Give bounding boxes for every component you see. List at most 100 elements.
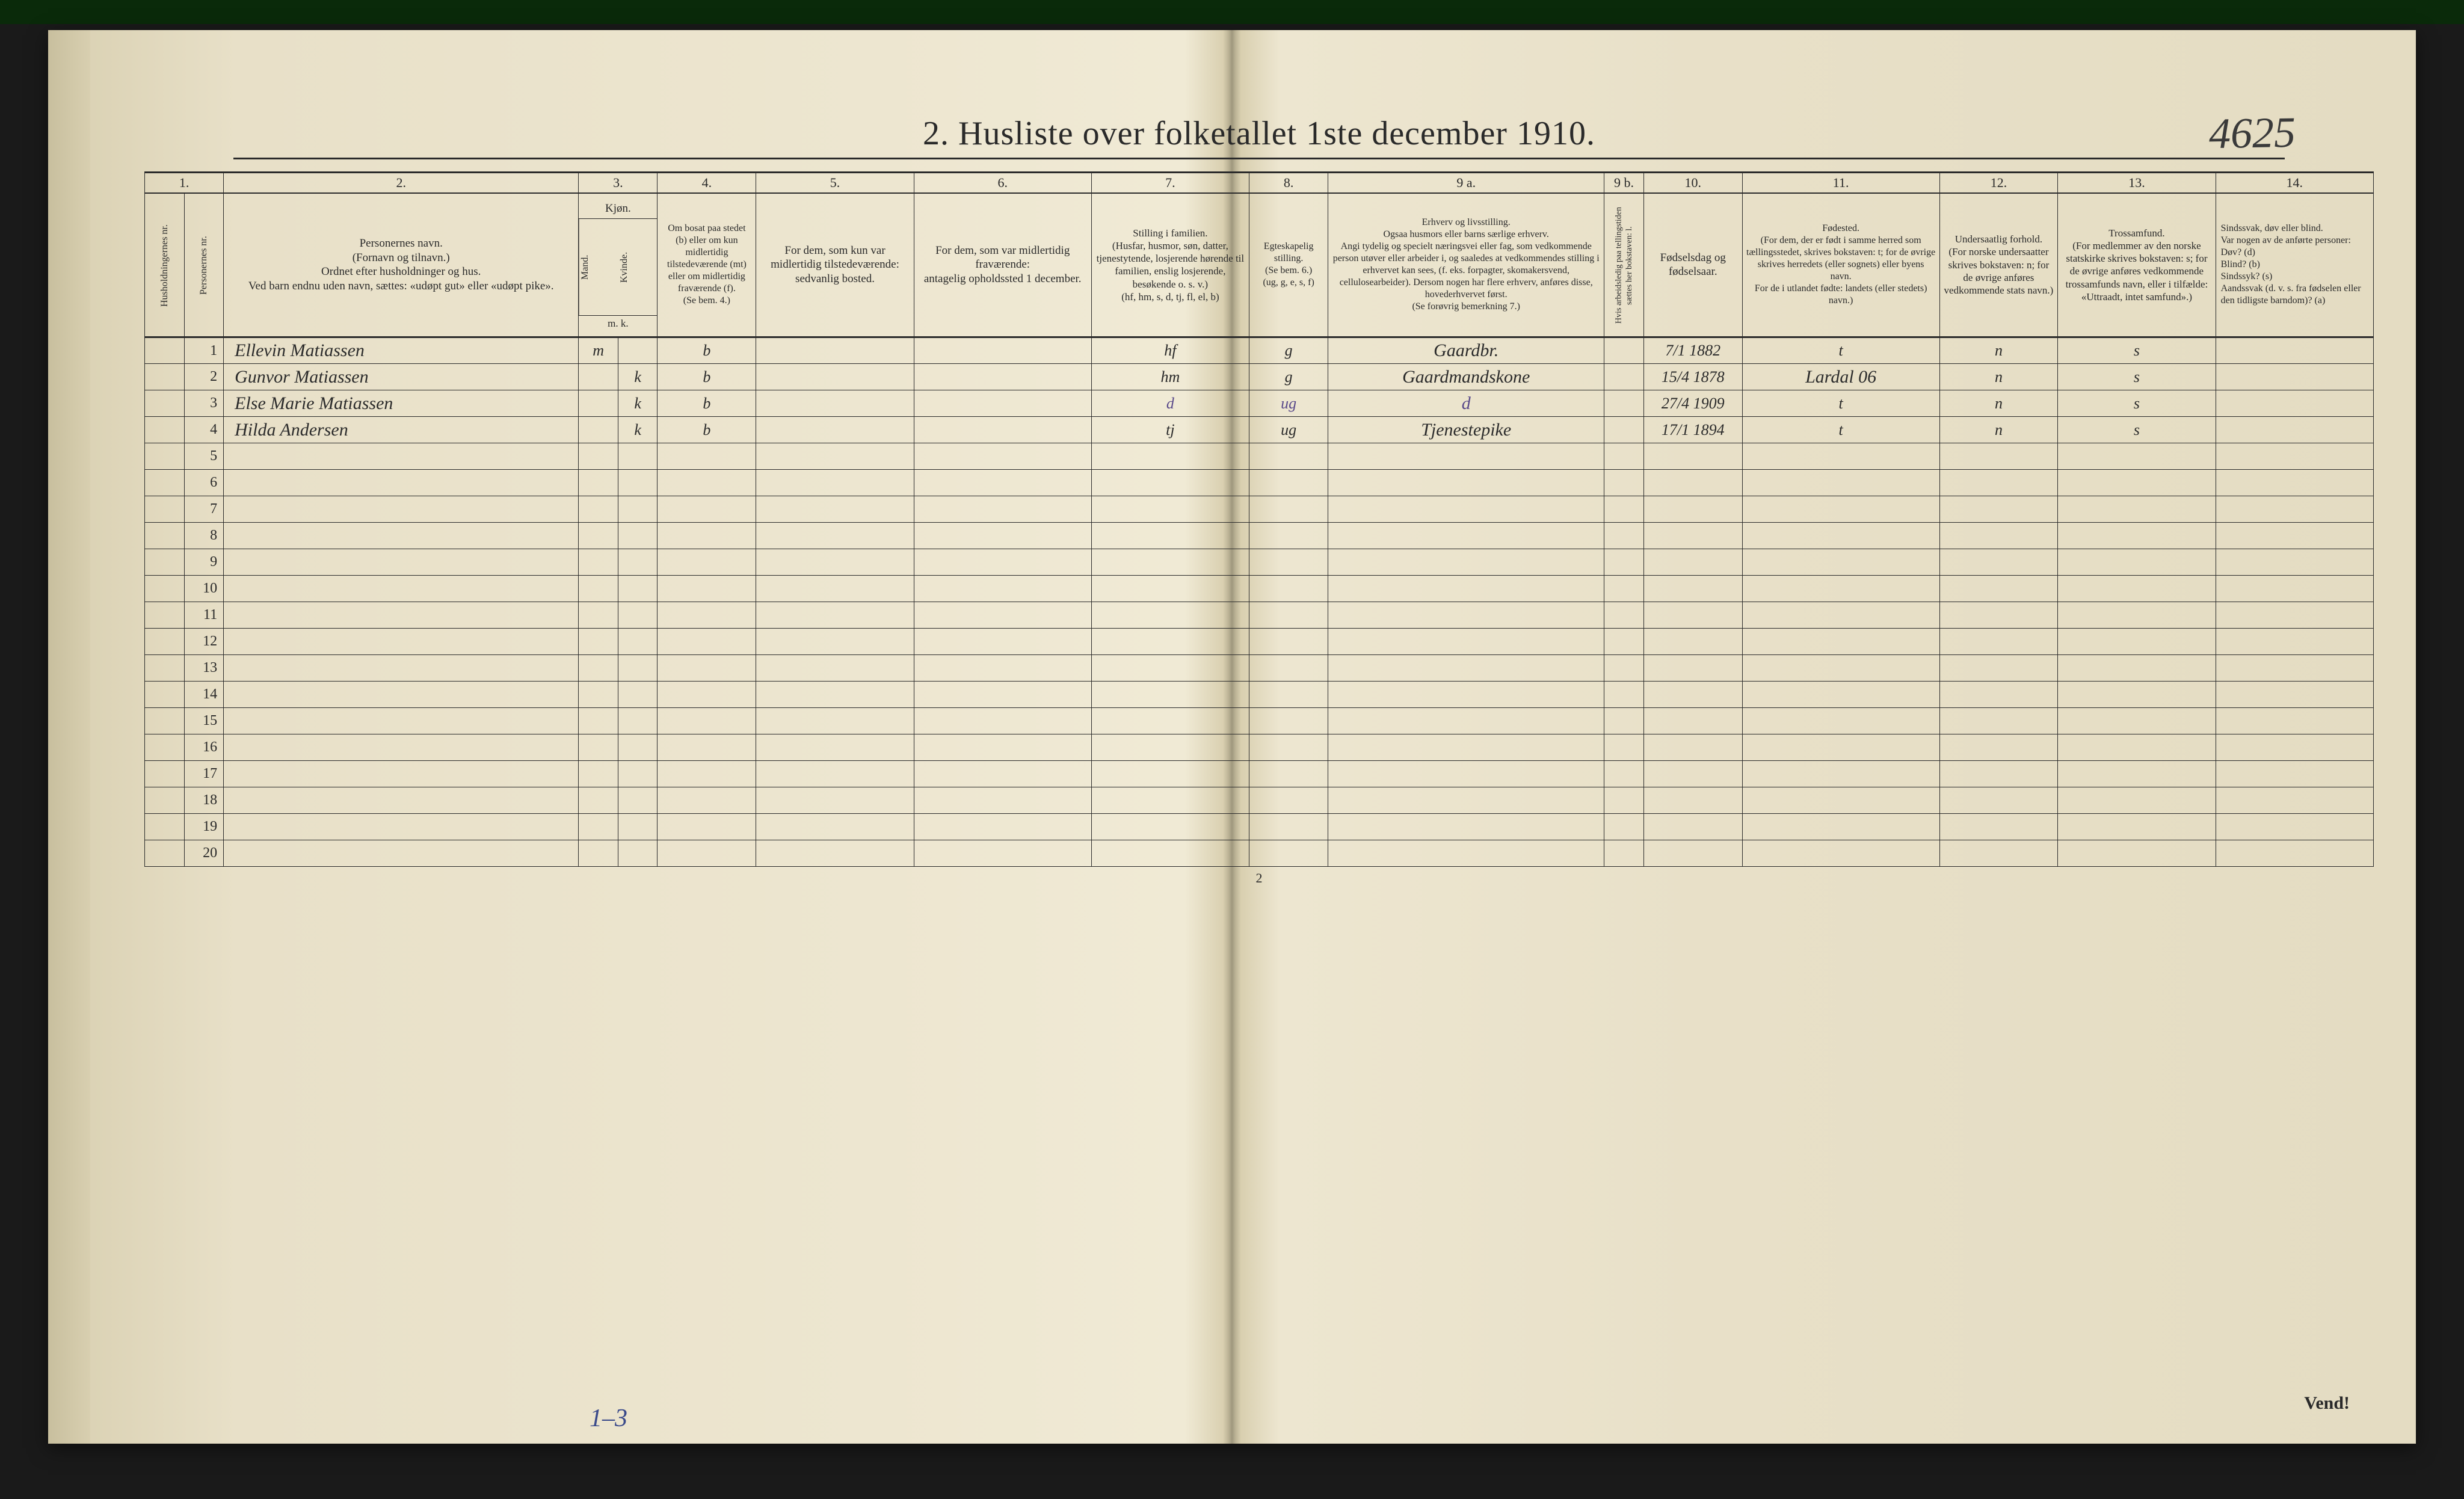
hand-val: b bbox=[703, 395, 710, 412]
hand-val: tj bbox=[1166, 421, 1174, 439]
cell-empty bbox=[2216, 602, 2373, 629]
cell-empty bbox=[1091, 708, 1249, 734]
cell-empty bbox=[1604, 814, 1644, 840]
cell-empty bbox=[1643, 655, 1742, 682]
cell-empty bbox=[579, 840, 618, 867]
header-labels-row: Husholdningernes nr. Personernes nr. Per… bbox=[145, 193, 2374, 337]
cell-empty bbox=[579, 734, 618, 761]
cell-empty bbox=[1328, 761, 1604, 787]
cell-empty bbox=[1091, 496, 1249, 523]
cell-empty bbox=[914, 840, 1091, 867]
cell-empty bbox=[658, 814, 756, 840]
cell-empty bbox=[1939, 443, 2058, 470]
cell-empty bbox=[1249, 734, 1328, 761]
hand-val: s bbox=[2134, 342, 2140, 359]
cell-rownum: 15 bbox=[184, 708, 224, 734]
cell-empty bbox=[1328, 814, 1604, 840]
hdr-navn: Personernes navn. (Fornavn og tilnavn.) … bbox=[224, 193, 579, 337]
cell-empty bbox=[1643, 840, 1742, 867]
table-row: 4 Hilda Andersen k b tj ug Tjenestepike … bbox=[145, 417, 2374, 443]
cell-empty bbox=[1091, 602, 1249, 629]
hdr-fodested: Fødested. (For dem, der er født i samme … bbox=[1742, 193, 1939, 337]
cell-empty bbox=[1604, 655, 1644, 682]
cell-empty bbox=[1742, 814, 1939, 840]
colnum-8: 8. bbox=[1249, 173, 1328, 193]
cell-empty bbox=[914, 655, 1091, 682]
cell-empty bbox=[1091, 629, 1249, 655]
cell-empty bbox=[756, 470, 914, 496]
table-row: 2 Gunvor Matiassen k b hm g Gaardmandsko… bbox=[145, 364, 2374, 390]
cell-name: Hilda Andersen bbox=[224, 417, 579, 443]
cell-empty bbox=[914, 549, 1091, 576]
cell-empty bbox=[756, 787, 914, 814]
cell-empty bbox=[2216, 840, 2373, 867]
cell-empty bbox=[1328, 470, 1604, 496]
cell-empty bbox=[224, 523, 579, 549]
scanner-background: 2. Husliste over folketallet 1ste decemb… bbox=[0, 0, 2464, 1499]
cell-empty bbox=[1742, 761, 1939, 787]
cell-empty bbox=[658, 496, 756, 523]
cell-empty bbox=[756, 655, 914, 682]
cell-empty bbox=[2058, 523, 2216, 549]
cell-erhverv: Gaardmandskone bbox=[1328, 364, 1604, 390]
cell-empty bbox=[914, 708, 1091, 734]
hand-val: d bbox=[1462, 393, 1471, 413]
cell-empty bbox=[1643, 629, 1742, 655]
cell-empty bbox=[2216, 629, 2373, 655]
cell-empty bbox=[579, 682, 618, 708]
cell-empty bbox=[1939, 470, 2058, 496]
cell-c14 bbox=[2216, 417, 2373, 443]
table-row: 12 bbox=[145, 629, 2374, 655]
cell-empty bbox=[2058, 470, 2216, 496]
cell-c6 bbox=[914, 417, 1091, 443]
cell-empty bbox=[756, 734, 914, 761]
cell-c9b bbox=[1604, 337, 1644, 364]
cell-empty bbox=[1249, 682, 1328, 708]
vend-label: Vend! bbox=[2304, 1393, 2350, 1414]
cell-empty bbox=[2216, 443, 2373, 470]
cell-empty bbox=[756, 523, 914, 549]
cell-empty bbox=[1604, 787, 1644, 814]
cell-empty bbox=[1939, 761, 2058, 787]
cell-name: Else Marie Matiassen bbox=[224, 390, 579, 417]
cell-empty bbox=[658, 443, 756, 470]
cell-empty bbox=[618, 655, 658, 682]
cell-empty bbox=[1643, 523, 1742, 549]
cell-empty bbox=[618, 470, 658, 496]
cell-sex-m bbox=[579, 390, 618, 417]
cell-rownum: 10 bbox=[184, 576, 224, 602]
cell-empty bbox=[1939, 523, 2058, 549]
cell-rownum: 6 bbox=[184, 470, 224, 496]
cell-empty bbox=[658, 576, 756, 602]
cell-empty bbox=[618, 708, 658, 734]
cell-empty bbox=[658, 629, 756, 655]
cell-empty bbox=[756, 496, 914, 523]
cell-rownum: 1 bbox=[184, 337, 224, 364]
cell-rownum: 18 bbox=[184, 787, 224, 814]
cell-empty bbox=[1643, 549, 1742, 576]
cell-empty bbox=[1249, 761, 1328, 787]
cell-empty bbox=[1328, 523, 1604, 549]
cell-empty bbox=[579, 496, 618, 523]
cell-empty bbox=[1643, 708, 1742, 734]
hand-name: Ellevin Matiassen bbox=[235, 340, 365, 360]
document-title: 2. Husliste over folketallet 1ste decemb… bbox=[144, 114, 2374, 153]
cell-stilling: d bbox=[1091, 390, 1249, 417]
cell-empty bbox=[1249, 576, 1328, 602]
cell-empty bbox=[1939, 682, 2058, 708]
hand-val: k bbox=[634, 421, 641, 439]
cell-empty bbox=[914, 576, 1091, 602]
cell-empty bbox=[224, 549, 579, 576]
cell-empty bbox=[145, 814, 185, 840]
cell-empty bbox=[2216, 787, 2373, 814]
cell-empty bbox=[658, 708, 756, 734]
cell-empty bbox=[618, 761, 658, 787]
cell-fodsel: 7/1 1882 bbox=[1643, 337, 1742, 364]
colnum-11: 11. bbox=[1742, 173, 1939, 193]
cell-empty bbox=[1091, 655, 1249, 682]
cell-hushold bbox=[145, 337, 185, 364]
cell-empty bbox=[1604, 708, 1644, 734]
cell-empty bbox=[1939, 629, 2058, 655]
cell-c5 bbox=[756, 337, 914, 364]
hand-val: t bbox=[1839, 395, 1843, 412]
